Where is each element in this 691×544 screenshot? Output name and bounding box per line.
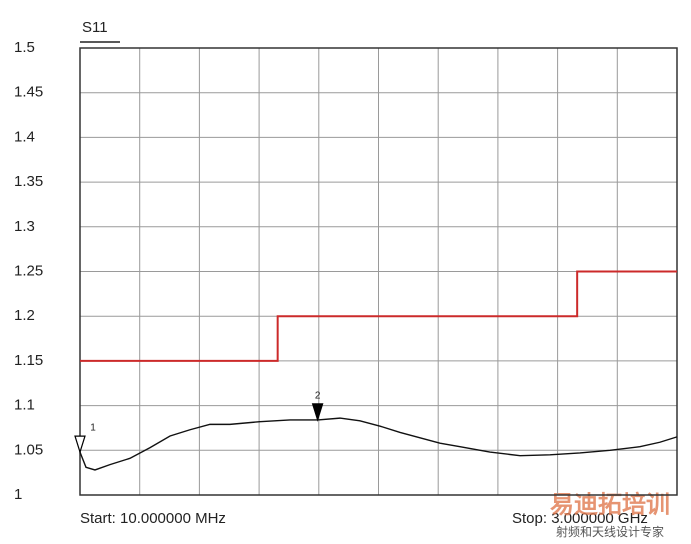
y-tick-label: 1.35 <box>14 173 43 190</box>
y-tick-label: 1.3 <box>14 218 35 235</box>
marker-label: 2 <box>315 391 321 402</box>
marker <box>311 403 324 422</box>
y-tick-label: 1.4 <box>14 128 35 145</box>
start-label: Start: 10.000000 MHz <box>80 510 226 527</box>
y-tick-label: 1.25 <box>14 262 43 279</box>
watermark-slogan: 射频和天线设计专家 <box>556 524 664 539</box>
y-tick-label: 1.45 <box>14 84 43 101</box>
stop-label: Stop: 3.000000 GHz <box>512 510 648 527</box>
y-tick-label: 1.05 <box>14 441 43 458</box>
y-tick-label: 1.5 <box>14 39 35 56</box>
marker <box>74 435 86 455</box>
y-tick-label: 1.2 <box>14 307 35 324</box>
marker-label: 1 <box>90 423 96 434</box>
series-line <box>80 270 677 362</box>
y-tick-label: 1.1 <box>14 397 35 414</box>
chart-title: S11 <box>82 19 108 36</box>
y-tick-label: 1.15 <box>14 352 43 369</box>
y-tick-label: 1 <box>14 486 22 503</box>
series-line <box>79 417 678 471</box>
